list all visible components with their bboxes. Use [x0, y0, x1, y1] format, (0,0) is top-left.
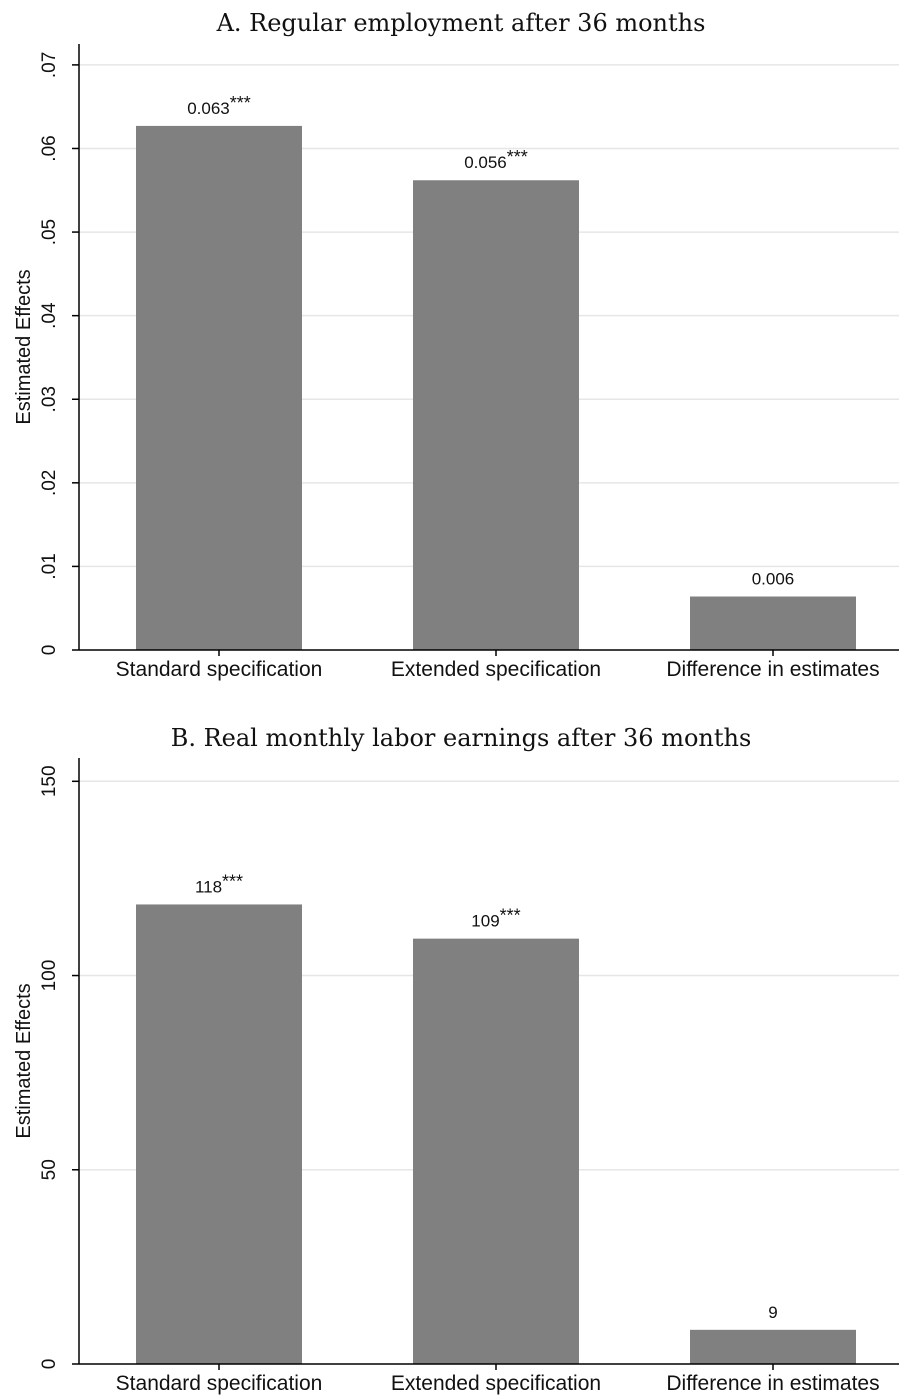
y-tick-label: 0 — [39, 1359, 60, 1370]
category-label: Standard specification — [116, 658, 323, 681]
category-label: Standard specification — [116, 1372, 323, 1395]
y-axis-title: Estimated Effects — [13, 269, 35, 424]
y-tick-label: .04 — [39, 302, 60, 329]
y-tick-label: .02 — [39, 470, 60, 496]
bar — [136, 125, 302, 650]
y-tick-label: 100 — [39, 960, 60, 992]
chart-panel-b: B. Real monthly labor earnings after 36 … — [13, 724, 899, 1395]
category-label: Extended specification — [391, 658, 601, 681]
data-label: 0.006 — [752, 570, 795, 589]
y-tick-label: 0 — [39, 645, 60, 656]
bar — [136, 904, 302, 1364]
significance-stars: *** — [507, 147, 528, 167]
significance-stars: *** — [500, 906, 521, 926]
data-label: 118*** — [195, 871, 243, 896]
bar — [690, 596, 856, 650]
bar — [413, 180, 579, 650]
category-label: Difference in estimates — [666, 1372, 879, 1395]
data-label: 0.063*** — [187, 93, 251, 118]
bar — [690, 1329, 856, 1364]
y-tick-label: .06 — [39, 135, 60, 161]
chart-title: B. Real monthly labor earnings after 36 … — [171, 724, 752, 752]
y-axis-title: Estimated Effects — [13, 983, 35, 1138]
y-tick-label: .07 — [39, 52, 60, 78]
y-tick-label: 150 — [39, 765, 60, 797]
chart-title: A. Regular employment after 36 months — [216, 9, 706, 37]
y-tick-label: .01 — [39, 553, 60, 579]
y-tick-label: .03 — [39, 386, 60, 412]
category-label: Difference in estimates — [666, 658, 879, 681]
chart-panel-a: A. Regular employment after 36 months0.0… — [13, 9, 899, 681]
category-label: Extended specification — [391, 1372, 601, 1395]
significance-stars: *** — [230, 93, 251, 113]
bar — [413, 938, 579, 1364]
significance-stars: *** — [222, 871, 243, 891]
data-label: 9 — [768, 1303, 777, 1322]
data-label: 0.056*** — [464, 147, 528, 172]
y-tick-label: 50 — [39, 1159, 60, 1180]
y-tick-label: .05 — [39, 219, 60, 245]
data-label: 109*** — [471, 906, 520, 931]
